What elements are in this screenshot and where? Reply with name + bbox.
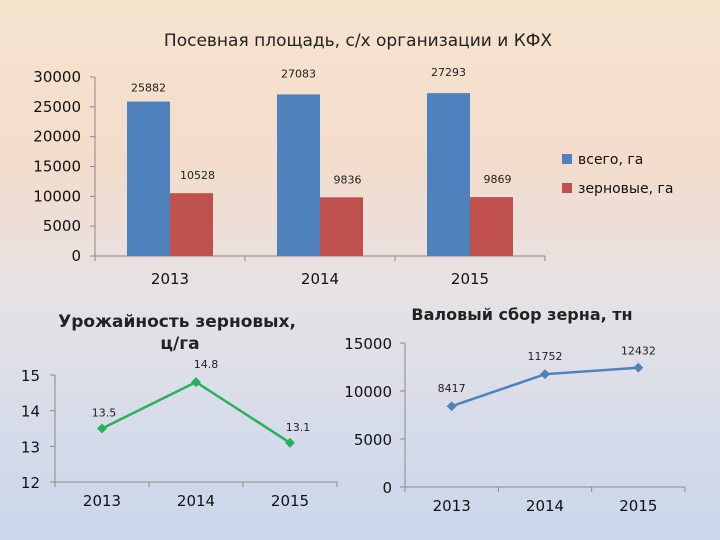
sown-area-chart: Посевная площадь, с/х организации и КФХ …: [33, 31, 673, 288]
y-tick-label: 15000: [344, 335, 392, 353]
yield-chart: Урожайность зерновых, ц/га 12 13 14 15 13.5 2…: [21, 312, 338, 510]
x-tick-label: 2014: [177, 492, 215, 510]
legend-label: зерновые, га: [578, 181, 673, 197]
legend-swatch: [562, 183, 572, 193]
x-tick-label: 2015: [451, 270, 489, 288]
yield-title-line-2: ц/га: [160, 334, 199, 354]
x-tick-label: 2013: [83, 492, 121, 510]
bar-grain-2013: [170, 193, 213, 256]
yield-title-line-1: Урожайность зерновых,: [58, 312, 296, 332]
series-line: [101, 380, 291, 444]
y-tick-label: 13: [21, 438, 40, 456]
legend-label: всего, га: [578, 152, 643, 168]
y-tick-label: 10000: [344, 383, 392, 401]
sown-area-bars: 25882 10528 27083 9836 27293 9869: [127, 66, 513, 256]
y-tick-label: 0: [71, 247, 81, 265]
bar-value-label: 27293: [431, 66, 466, 79]
bar-value-label: 10528: [180, 169, 215, 182]
legend-swatch: [562, 154, 572, 164]
data-label: 14.8: [194, 358, 219, 371]
y-tick-label: 15: [21, 367, 40, 385]
data-label: 13.1: [286, 421, 311, 434]
data-point-2015: [633, 362, 644, 373]
y-tick-label: 0: [382, 479, 392, 497]
y-tick-label: 30000: [33, 68, 81, 86]
data-point-2013: [446, 401, 457, 412]
data-label: 8417: [438, 382, 466, 395]
data-point-2014: [191, 377, 201, 388]
data-label: 11752: [528, 350, 563, 363]
y-tick-label: 12: [21, 474, 40, 492]
bar-total-2015: [427, 93, 470, 256]
bar-grain-2015: [470, 197, 513, 256]
x-tick-label: 2015: [619, 497, 657, 515]
x-tick-label: 2014: [301, 270, 339, 288]
data-point-2015: [285, 437, 295, 448]
data-point-2013: [97, 423, 107, 434]
data-point-2014: [540, 369, 550, 380]
y-tick-label: 14: [21, 403, 40, 421]
data-label: 13.5: [92, 407, 117, 420]
data-label: 12432: [621, 345, 656, 358]
bar-total-2013: [127, 101, 170, 256]
gross-harvest-chart: Валовый сбор зерна, тн 0 5000 10000 15000 84…: [344, 305, 686, 515]
y-tick-label: 10000: [33, 187, 81, 205]
y-tick-label: 20000: [33, 128, 81, 146]
yield-title: Урожайность зерновых, ц/га: [58, 312, 302, 354]
bar-total-2014: [277, 94, 320, 256]
sown-area-axes: 0 5000 10000 15000 20000 25000 30000 2013 2014 20…: [33, 68, 546, 288]
yield-plot: 12 13 14 15 13.5 2013 14.8 2014 13.1 2015: [21, 358, 338, 510]
sown-area-legend: всего, га зерновые, га: [562, 152, 673, 197]
y-tick-label: 15000: [33, 158, 81, 176]
bar-value-label: 9869: [484, 173, 512, 186]
gross-harvest-title: Валовый сбор зерна, тн: [411, 305, 632, 324]
bar-value-label: 27083: [281, 67, 316, 80]
x-tick-label: 2013: [151, 270, 189, 288]
bar-grain-2014: [320, 197, 363, 256]
bar-value-label: 25882: [131, 82, 166, 95]
x-tick-label: 2013: [433, 497, 471, 515]
y-tick-label: 5000: [43, 217, 81, 235]
x-tick-label: 2014: [526, 497, 564, 515]
x-tick-label: 2015: [271, 492, 309, 510]
y-tick-label: 25000: [33, 98, 81, 116]
bar-value-label: 9836: [334, 173, 362, 186]
y-tick-label: 5000: [354, 431, 392, 449]
sown-area-title: Посевная площадь, с/х организации и КФХ: [164, 31, 552, 51]
gross-harvest-plot: 0 5000 10000 15000 8417 2013 11752 2014 12432 201…: [344, 335, 686, 515]
